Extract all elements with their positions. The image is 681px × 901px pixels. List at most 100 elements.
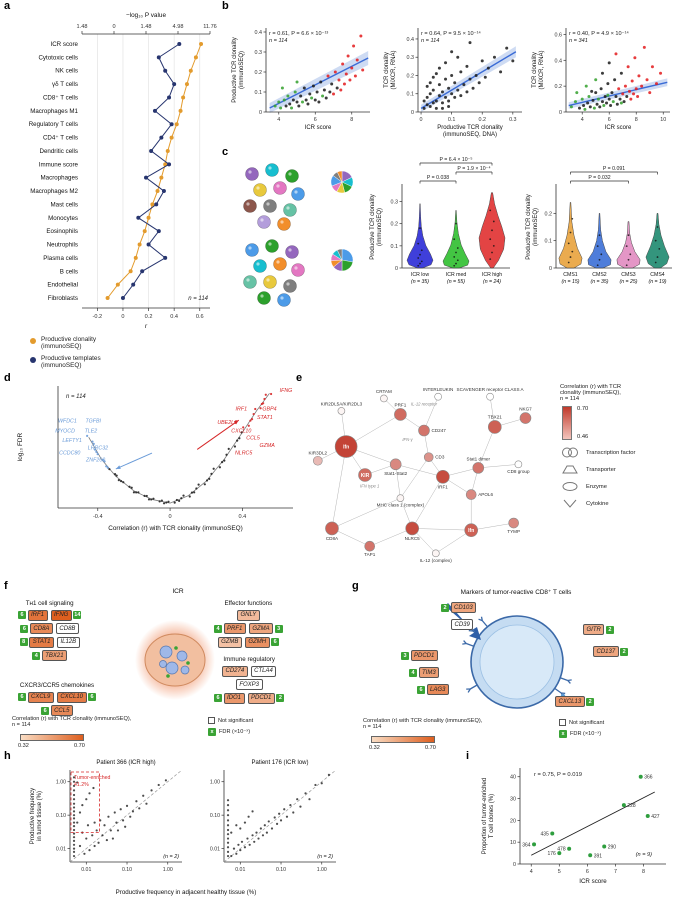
- svg-text:Monocytes: Monocytes: [48, 215, 78, 222]
- svg-text:CMS1: CMS1: [563, 272, 578, 278]
- svg-text:(n = 55): (n = 55): [447, 279, 465, 285]
- shape-label: Enzyme: [586, 483, 607, 490]
- svg-text:0.10: 0.10: [122, 867, 132, 873]
- svg-text:Cytotoxic cells: Cytotoxic cells: [38, 54, 78, 61]
- svg-text:P = 0.038: P = 0.038: [427, 175, 449, 181]
- gene-box-CD39: CD39: [451, 619, 474, 630]
- svg-text:(MiXCR, RNA): (MiXCR, RNA): [391, 51, 397, 90]
- not-significant-box: [559, 719, 566, 726]
- svg-text:0: 0: [259, 110, 262, 116]
- svg-text:Patient 176 (ICR low): Patient 176 (ICR low): [251, 760, 308, 766]
- svg-text:Productive TCR clonality: Productive TCR clonality: [232, 37, 238, 103]
- svg-text:11.76: 11.76: [203, 24, 217, 30]
- svg-text:(MiXCR, RNA): (MiXCR, RNA): [539, 51, 545, 90]
- panel-b-scatter-3: 4 6 8 10 0 0.2 0.4 0.6 r = 0.40, P = 4.9 × 10⁻¹⁴…: [532, 28, 670, 131]
- panel-g-markers-diagram: Markers of tumor-reactive CD8⁺ T cells 2…: [355, 588, 677, 751]
- svg-text:30: 30: [510, 797, 516, 803]
- enzyme-icon: [562, 482, 578, 491]
- svg-text:NKG7: NKG7: [519, 407, 532, 412]
- svg-text:MYOCD: MYOCD: [55, 428, 75, 434]
- svg-text:0.2: 0.2: [255, 70, 263, 76]
- panel-a-legend: Productive clonality (immunoSEQ) Producti…: [30, 336, 101, 374]
- tumor-cell-cartoon: [135, 620, 215, 700]
- panel-f-title: ICR: [172, 588, 184, 595]
- svg-text:8: 8: [350, 117, 353, 123]
- svg-text:r = 0.61, P = 6.6 × 10⁻¹³: r = 0.61, P = 6.6 × 10⁻¹³: [269, 31, 328, 37]
- gradient-max: 0.70: [577, 406, 589, 412]
- svg-text:Macrophages M1: Macrophages M1: [30, 108, 78, 115]
- svg-text:0.3: 0.3: [509, 117, 517, 123]
- gene-box-LAG3: 6 LAG3: [417, 684, 449, 695]
- gene-box-TBX21: 4 TBX21: [32, 650, 68, 661]
- fdr-badge: 3: [274, 624, 283, 633]
- svg-text:0.2: 0.2: [407, 73, 415, 79]
- gene-name: GZMA: [248, 623, 274, 634]
- scale-max: 0.70: [425, 745, 436, 751]
- cytokine-icon: [563, 499, 577, 508]
- svg-text:GBP4: GBP4: [262, 406, 276, 412]
- svg-text:10: 10: [660, 117, 666, 123]
- legend-label: Productive templates: [41, 355, 101, 362]
- svg-text:ICR score: ICR score: [50, 41, 78, 48]
- svg-text:Productive TCR clonality: Productive TCR clonality: [437, 125, 503, 131]
- group-title: CXCR3/CCR5 chemokines: [19, 682, 95, 689]
- correlation-gradient-bar: [371, 736, 435, 743]
- legend-item-templates: Productive templates (immunoSEQ): [30, 355, 101, 369]
- gene-box-GZMB: GZMB: [217, 636, 242, 648]
- svg-text:(n = 25): (n = 25): [619, 279, 637, 285]
- gene-name: TIM3: [418, 667, 440, 678]
- transporter-icon: [562, 465, 578, 474]
- svg-text:Productive TCR clonality: Productive TCR clonality: [370, 194, 376, 260]
- svg-text:SCAVENGER receptor CLASS A: SCAVENGER receptor CLASS A: [457, 387, 525, 392]
- panel-label-g: g: [352, 580, 359, 592]
- legend-line2: n = 114: [363, 724, 382, 730]
- svg-text:8: 8: [635, 117, 638, 123]
- svg-text:P = 0.091: P = 0.091: [603, 166, 625, 172]
- panel-label-d: d: [4, 372, 11, 384]
- fdr-badge: 14: [73, 611, 82, 619]
- svg-text:0.01: 0.01: [81, 867, 91, 873]
- svg-text:0: 0: [169, 514, 172, 520]
- shape-label: Transcription factor: [586, 449, 636, 456]
- svg-text:(immunoSEQ): (immunoSEQ): [239, 51, 245, 89]
- svg-text:4: 4: [530, 869, 533, 875]
- gradient-min: 0.46: [577, 434, 589, 440]
- gene-box-CXCL9: 6 CXCL9: [18, 691, 54, 703]
- svg-text:Fibroblasts: Fibroblasts: [48, 295, 78, 302]
- svg-text:(n = 2): (n = 2): [317, 854, 333, 860]
- svg-text:Mast cells: Mast cells: [50, 201, 78, 208]
- gene-name: STAT1: [29, 636, 54, 648]
- svg-text:41.2%: 41.2%: [74, 782, 89, 788]
- legend-shape-enzyme: Enzyme: [560, 480, 678, 493]
- gene-box-FOXP3: FOXP3: [235, 679, 263, 690]
- svg-text:B cells: B cells: [60, 268, 78, 275]
- gene-box-CD8B: CD8B: [55, 623, 79, 634]
- svg-text:5: 5: [558, 869, 561, 875]
- svg-text:TCR clonality: TCR clonality: [384, 52, 390, 88]
- svg-text:LEFTY1: LEFTY1: [62, 438, 81, 444]
- shape-label: Cytokine: [586, 500, 609, 507]
- svg-text:0.10: 0.10: [210, 813, 220, 819]
- legend-line2: n = 114: [12, 722, 31, 728]
- svg-text:0.3: 0.3: [255, 50, 263, 56]
- gene-box-GNLY: GNLY: [236, 609, 260, 621]
- panel-h-scatter-low: Patient 176 (ICR low) 0.01 0.01 0.10 0.10 1.0…: [210, 760, 337, 873]
- scale-min: 0.32: [369, 745, 380, 751]
- panel-f-legend: Correlation (r) with TCR clonality (immu…: [12, 716, 344, 749]
- svg-text:1.00: 1.00: [56, 780, 66, 786]
- svg-text:0: 0: [121, 314, 124, 320]
- svg-text:0.4: 0.4: [407, 37, 415, 43]
- svg-text:n = 114: n = 114: [188, 296, 208, 302]
- svg-text:ICR low: ICR low: [411, 272, 429, 278]
- svg-text:290: 290: [608, 845, 617, 851]
- svg-text:−log₁₀ P value: −log₁₀ P value: [126, 12, 166, 19]
- svg-text:CMS2: CMS2: [592, 272, 607, 278]
- gene-name: FOXP3: [235, 679, 263, 690]
- svg-text:CD8 group: CD8 group: [507, 469, 530, 474]
- svg-text:0.2: 0.2: [391, 222, 399, 228]
- svg-text:r = 0.64, P = 9.5 × 10⁻¹⁴: r = 0.64, P = 9.5 × 10⁻¹⁴: [421, 30, 481, 37]
- panel-d-volcano: -0.4 0 0.4 Correlation (r) with TCR clonali…: [17, 386, 293, 532]
- svg-text:TGFBI: TGFBI: [85, 419, 101, 425]
- fdr-badge: 2: [586, 697, 595, 706]
- not-significant-box: [208, 717, 215, 724]
